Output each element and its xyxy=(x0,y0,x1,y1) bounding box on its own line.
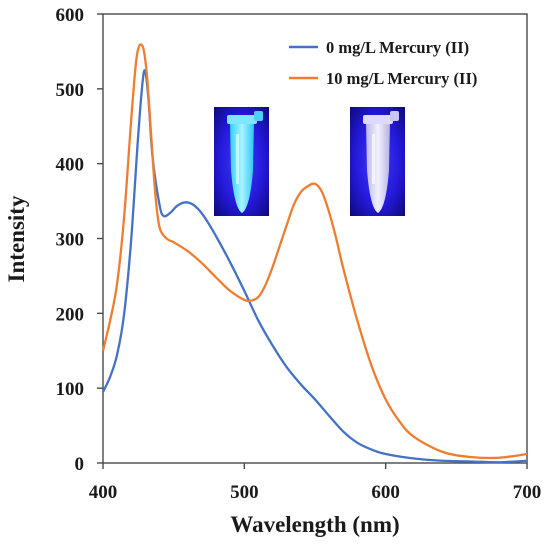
y-tick-label: 300 xyxy=(56,230,85,251)
series-line-0 xyxy=(101,69,528,464)
y-tick-label: 500 xyxy=(56,80,85,101)
y-tick-label: 0 xyxy=(75,454,85,475)
axis-tick-labels: 400 500 600 700 0 100 200 300 400 500 600 xyxy=(56,5,542,503)
y-tick-label: 600 xyxy=(56,5,85,26)
legend-label-10mg: 10 mg/L Mercury (II) xyxy=(326,69,477,88)
x-tick-label: 500 xyxy=(230,482,259,503)
x-tick-label: 700 xyxy=(513,482,542,503)
legend-label-0mg: 0 mg/L Mercury (II) xyxy=(326,38,469,57)
y-tick-label: 100 xyxy=(56,379,85,400)
y-tick-label: 200 xyxy=(56,304,85,325)
vial-photo-0mg xyxy=(214,107,269,216)
y-axis-label: Intensity xyxy=(4,195,29,282)
vial-photo-10mg xyxy=(350,107,405,216)
x-tick-label: 400 xyxy=(89,482,118,503)
series-lines xyxy=(101,43,528,464)
y-tick-label: 400 xyxy=(56,155,85,176)
legend: 0 mg/L Mercury (II) 10 mg/L Mercury (II) xyxy=(289,38,477,88)
series-line-1 xyxy=(101,43,528,460)
axis-ticks xyxy=(97,13,528,469)
x-axis-label: Wavelength (nm) xyxy=(230,512,399,537)
x-tick-label: 600 xyxy=(371,482,400,503)
